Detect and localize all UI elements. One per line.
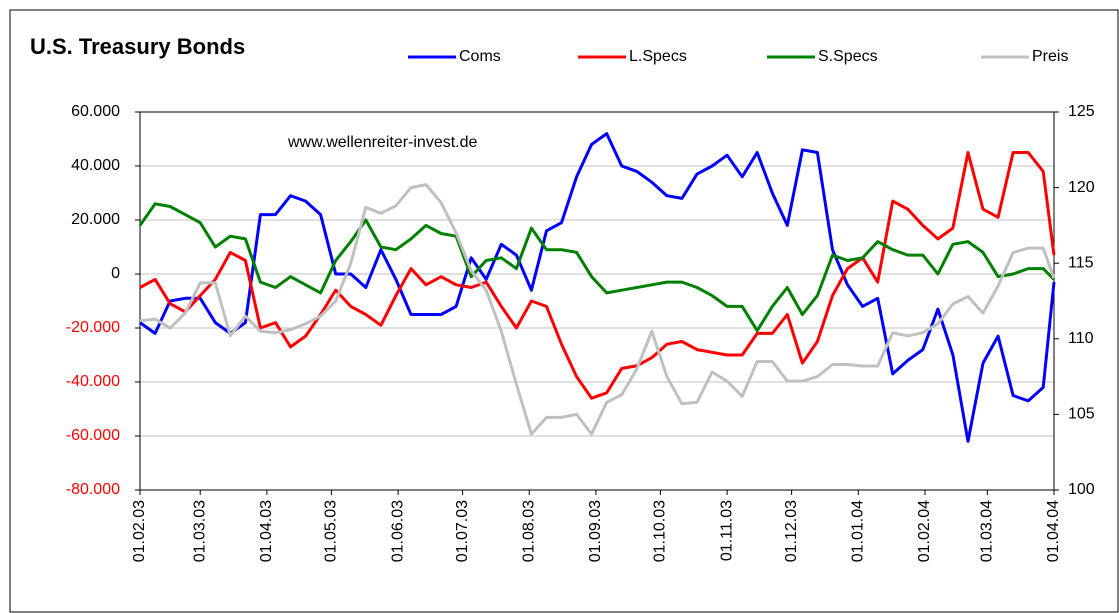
x-tick-label: 01.06.03 [389, 500, 406, 562]
y-tick-label: 40.000 [71, 157, 120, 174]
legend-label: L.Specs [629, 48, 687, 65]
legend-label: S.Specs [818, 48, 878, 65]
x-tick-label: 01.11.03 [718, 500, 735, 561]
series-line [139, 132, 1056, 443]
y-tick-label: -20.000 [66, 319, 120, 336]
annotation: www.wellenreiter-invest.de [287, 134, 478, 151]
x-tick-label: 01.07.03 [454, 500, 471, 562]
y2-tick-label: 125 [1068, 103, 1095, 120]
y-tick-label: -60.000 [66, 427, 120, 444]
chart-frame [9, 9, 1119, 613]
x-tick-label: 01.02.03 [131, 500, 148, 562]
y-tick-label: 0 [111, 265, 120, 282]
x-tick-label: 01.01.04 [850, 500, 867, 562]
x-tick-label: 01.03.03 [191, 500, 208, 562]
y-tick-label: 60.000 [71, 103, 120, 120]
x-tick-label: 01.10.03 [652, 500, 669, 562]
series-line [139, 151, 1056, 400]
y-tick-label: 20.000 [71, 211, 120, 228]
y2-tick-label: 115 [1068, 254, 1094, 271]
plot-border [139, 111, 1055, 491]
x-tick-label: 01.12.03 [783, 500, 800, 562]
x-tick-label: 01.08.03 [520, 500, 537, 562]
y-tick-label: -80.000 [66, 481, 120, 498]
y2-tick-label: 100 [1068, 481, 1095, 498]
legend-label: Preis [1032, 48, 1068, 65]
y-tick-label: -40.000 [66, 373, 120, 390]
chart-title: U.S. Treasury Bonds [30, 34, 245, 59]
series-line [139, 183, 1056, 436]
x-tick-label: 01.09.03 [587, 500, 604, 562]
y2-tick-label: 110 [1068, 330, 1094, 347]
series-line [138, 202, 1056, 333]
x-tick-label: 01.04.04 [1045, 500, 1062, 562]
y2-tick-label: 105 [1068, 406, 1095, 423]
legend-label: Coms [459, 48, 501, 65]
y2-tick-label: 120 [1068, 179, 1095, 196]
x-tick-label: 01.05.03 [323, 500, 340, 562]
x-tick-label: 01.03.04 [979, 500, 996, 562]
x-tick-label: 01.02.04 [916, 500, 933, 562]
x-tick-label: 01.04.03 [258, 500, 275, 562]
